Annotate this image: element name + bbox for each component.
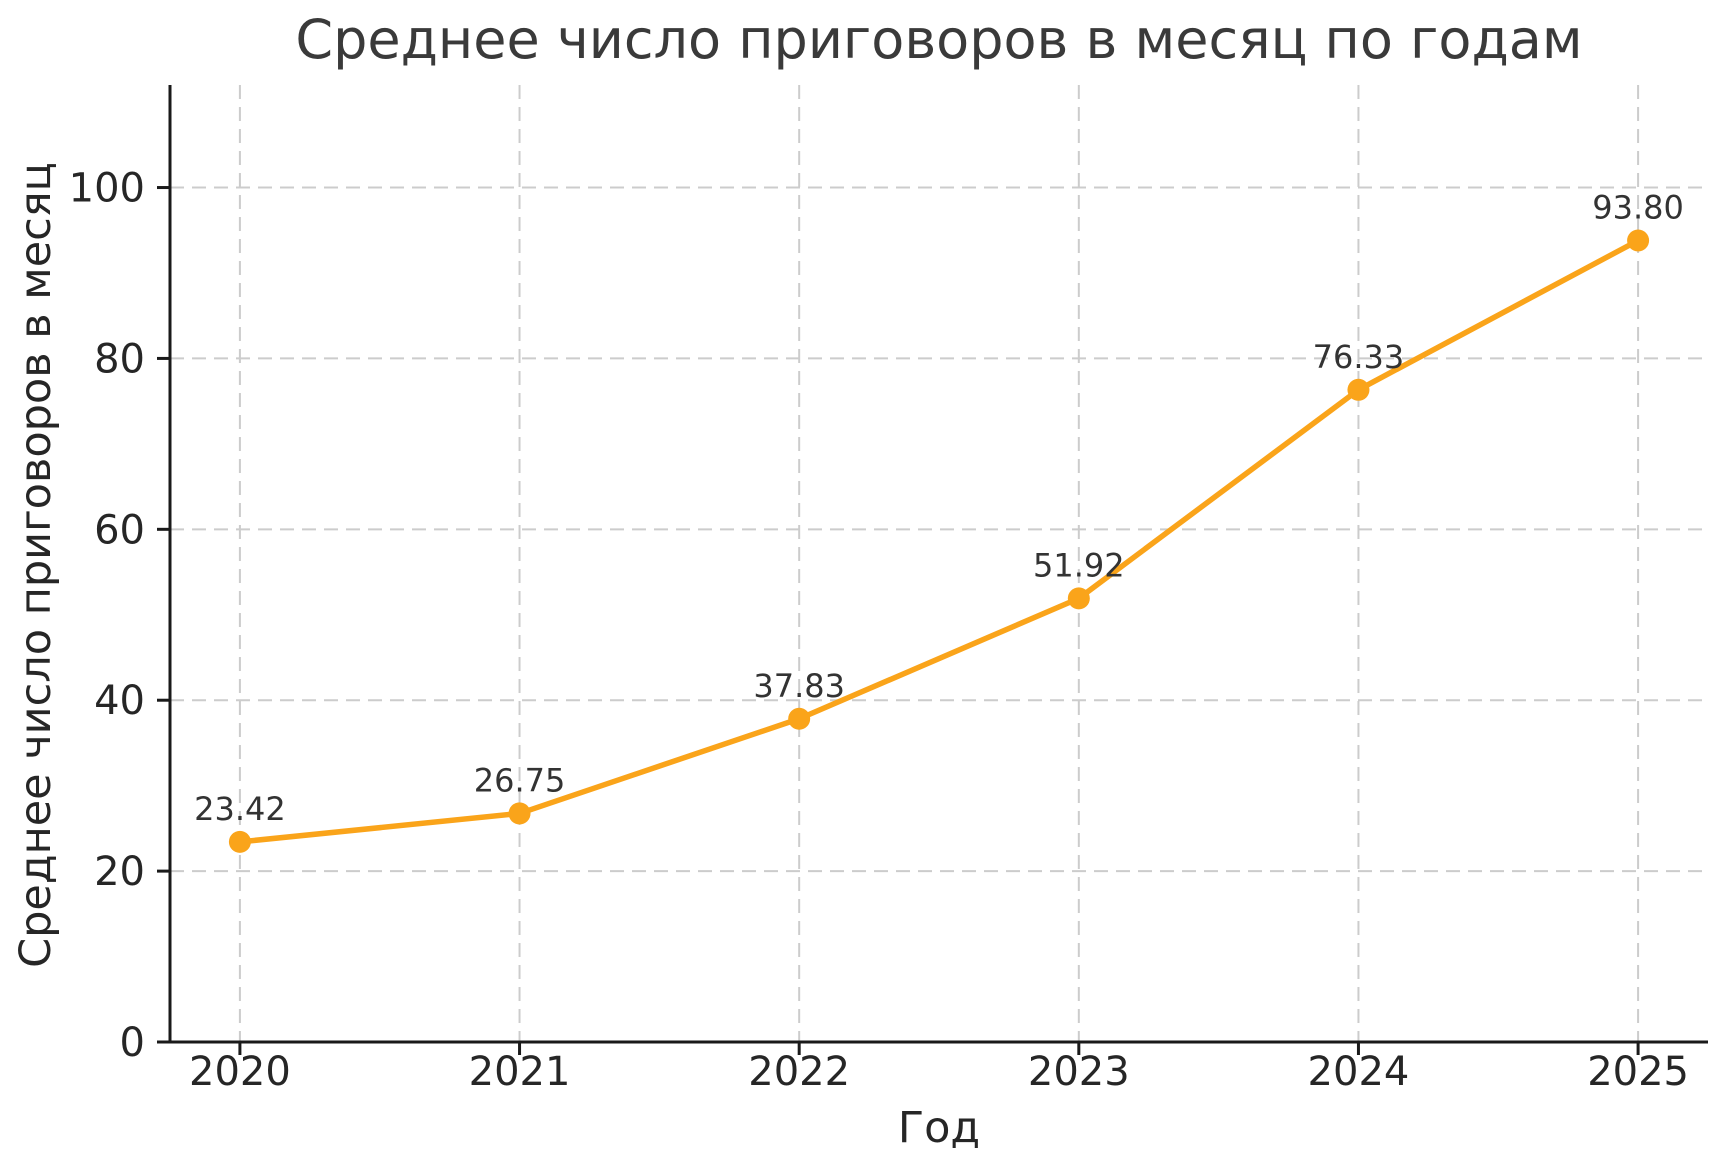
y-tick-label: 60 bbox=[94, 507, 145, 553]
y-tick-label: 80 bbox=[94, 336, 145, 382]
x-tick-label: 2025 bbox=[1587, 1049, 1689, 1095]
data-point-label: 93.80 bbox=[1592, 189, 1684, 227]
data-point bbox=[788, 707, 811, 730]
x-tick-label: 2023 bbox=[1028, 1049, 1130, 1095]
y-tick-label: 100 bbox=[69, 166, 145, 212]
x-tick-label: 2022 bbox=[748, 1049, 850, 1095]
data-point bbox=[1627, 229, 1650, 252]
data-point-label: 76.33 bbox=[1313, 338, 1405, 376]
data-point bbox=[508, 802, 531, 825]
x-axis-label: Год bbox=[898, 1103, 980, 1153]
axes-spines bbox=[168, 85, 1708, 1044]
data-point-labels: 23.42 26.75 37.83 51.92 76.33 93.80 bbox=[194, 189, 1684, 828]
data-point-label: 51.92 bbox=[1033, 546, 1125, 584]
data-series bbox=[228, 229, 1650, 853]
y-tick-label: 20 bbox=[94, 849, 145, 895]
chart-title: Среднее число приговоров в месяц по года… bbox=[295, 8, 1582, 71]
series-line bbox=[237, 237, 1641, 845]
data-point bbox=[1347, 378, 1370, 401]
axis-tick-marks bbox=[157, 186, 1640, 1055]
x-tick-label: 2020 bbox=[189, 1049, 291, 1095]
x-tick-label: 2021 bbox=[469, 1049, 571, 1095]
gridlines bbox=[170, 85, 1708, 1043]
y-tick-label: 40 bbox=[94, 678, 145, 724]
data-point-label: 37.83 bbox=[753, 667, 845, 705]
data-point-label: 23.42 bbox=[194, 790, 286, 828]
axis-tick-labels: 2020 2021 2022 2023 2024 2025 0 20 40 60 80 100 bbox=[69, 166, 1689, 1095]
data-point bbox=[228, 830, 251, 853]
y-axis-label: Среднее число приговоров в месяц bbox=[11, 162, 61, 968]
y-tick-label: 0 bbox=[120, 1020, 145, 1066]
x-tick-label: 2024 bbox=[1308, 1049, 1410, 1095]
data-point bbox=[1067, 587, 1090, 610]
data-point-label: 26.75 bbox=[474, 761, 566, 799]
